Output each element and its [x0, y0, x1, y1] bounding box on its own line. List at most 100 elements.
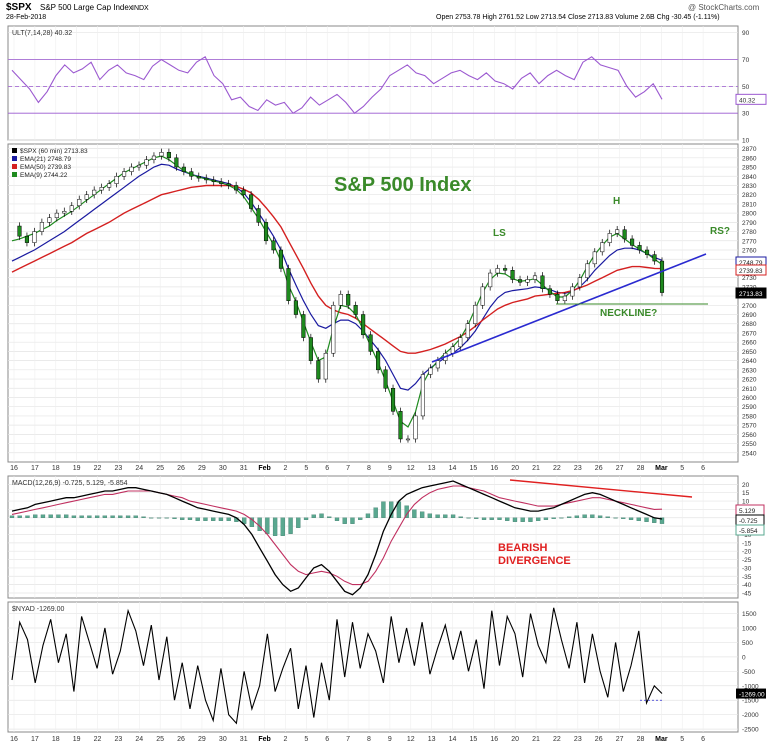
macd-hist-bar: [180, 517, 185, 520]
candle-body: [390, 388, 396, 412]
x-axis-label: 18: [52, 465, 60, 472]
x-axis-label: 9: [388, 465, 392, 472]
legend-swatch: [12, 156, 17, 161]
x-axis-label: 23: [115, 736, 123, 743]
y-tick-label: 2850: [742, 165, 757, 172]
macd-hist-bar: [280, 517, 285, 536]
macd-hist-bar: [458, 516, 463, 518]
macd-hist-bar: [249, 517, 255, 527]
ult-last-box: [735, 93, 767, 105]
x-axis-label: 22: [553, 465, 561, 472]
x-axis-label: 23: [115, 465, 123, 472]
candle-body: [652, 254, 657, 262]
y-tick-label: 2770: [742, 238, 757, 245]
macd-hist-bar: [644, 517, 649, 522]
x-axis-label: 22: [94, 465, 102, 472]
x-axis-label: 26: [595, 736, 603, 743]
y-tick-label: 50: [742, 84, 750, 91]
macd-hist-bar: [110, 515, 115, 518]
y-tick-label: 2820: [742, 192, 757, 199]
y-tick-label: 20: [742, 482, 750, 489]
macd-hist-bar: [296, 517, 301, 528]
candle-body: [331, 305, 336, 354]
candle-body: [226, 183, 231, 186]
candle-body: [54, 212, 59, 218]
ult-last-value: 40.32: [739, 97, 756, 104]
y-tick-label: -20: [742, 549, 752, 556]
y-tick-label: 2780: [742, 229, 757, 236]
candle-body: [353, 305, 358, 315]
candle-body: [622, 229, 627, 240]
y-tick-label: -15: [742, 540, 752, 547]
x-axis-label: 23: [574, 465, 582, 472]
candle-body: [219, 181, 224, 184]
macd-hist-bar: [133, 515, 138, 518]
x-axis-label: 29: [198, 465, 206, 472]
macd-hist-bar: [466, 517, 471, 519]
candle-body: [577, 277, 582, 288]
x-axis-label: 14: [449, 465, 457, 472]
candle-body: [645, 249, 650, 255]
y-tick-label: 2540: [742, 450, 757, 457]
x-axis-label: 2: [284, 736, 288, 743]
macd-hist-bar: [474, 517, 479, 519]
legend-swatch: [12, 172, 17, 177]
macd-hist-bar: [102, 515, 108, 518]
x-axis-label: 12: [407, 736, 415, 743]
macd-hist-bar: [56, 514, 61, 518]
panel-frame-1: [7, 143, 739, 463]
candle-body: [271, 240, 276, 251]
candle-body: [278, 249, 284, 269]
macd-hist-bar: [342, 517, 347, 524]
macd-line: [11, 480, 663, 596]
candle-body: [480, 286, 485, 306]
candle-body: [383, 369, 388, 389]
candle-body: [263, 222, 269, 242]
candle-body: [17, 225, 22, 237]
macd-hist-bar: [621, 517, 626, 519]
x-axis-label: 24: [135, 736, 143, 743]
price-legend-entry: $SPX (60 min) 2713.83: [20, 148, 88, 155]
macd-hist-bar: [303, 517, 309, 520]
y-tick-label: 2600: [742, 395, 757, 402]
macd-hist-bar: [628, 517, 634, 520]
macd-hist-bar: [17, 515, 22, 518]
macd-hist-bar: [566, 516, 572, 518]
macd-hist-bar: [358, 517, 363, 520]
ema-line-3: [11, 155, 663, 428]
exchange-label: INDX: [132, 5, 149, 12]
candle-body: [435, 360, 440, 369]
candle-body: [114, 176, 119, 184]
y-tick-label: 2680: [742, 321, 757, 328]
macd-hist-bar: [489, 517, 494, 520]
chart-title: S&P 500 Index: [334, 174, 471, 196]
macd-hist-bar: [512, 517, 518, 522]
candle-body: [92, 189, 97, 195]
x-axis-label: 19: [73, 465, 81, 472]
y-tick-label: 70: [742, 57, 750, 64]
macd-hist-bar: [149, 517, 154, 519]
x-axis-label: 13: [428, 736, 436, 743]
x-axis-label: 28: [637, 465, 645, 472]
x-axis-label: 17: [31, 465, 39, 472]
price-legend-entry: EMA(9) 2744.22: [20, 172, 68, 179]
x-axis-label: 8: [367, 465, 371, 472]
y-tick-label: 2570: [742, 423, 757, 430]
candle-body: [517, 279, 523, 283]
candle-body: [420, 374, 425, 417]
candle-body: [368, 334, 373, 352]
panel-frame-3: [7, 601, 739, 733]
ult-line: [11, 56, 663, 114]
macd-hist-bar: [536, 517, 541, 521]
candle-body: [39, 222, 44, 232]
macd-hist-bar: [582, 514, 587, 518]
macd-hist-bar: [481, 517, 487, 520]
y-tick-label: 10: [742, 138, 750, 145]
y-tick-label: 2670: [742, 330, 757, 337]
x-axis-label: 25: [156, 465, 164, 472]
y-tick-label: 2690: [742, 312, 757, 319]
y-tick-label: 2660: [742, 340, 757, 347]
y-tick-label: -2000: [742, 712, 759, 719]
candle-body: [144, 159, 149, 166]
candle-body: [47, 217, 52, 223]
